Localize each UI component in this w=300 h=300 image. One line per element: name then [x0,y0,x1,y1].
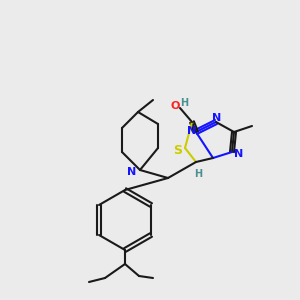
Text: H: H [180,98,188,108]
Text: O: O [170,101,180,111]
Text: N: N [234,149,244,159]
Text: H: H [194,169,202,179]
Text: S: S [173,143,182,157]
Text: N: N [188,126,196,136]
Text: N: N [128,167,136,177]
Text: N: N [212,113,222,123]
